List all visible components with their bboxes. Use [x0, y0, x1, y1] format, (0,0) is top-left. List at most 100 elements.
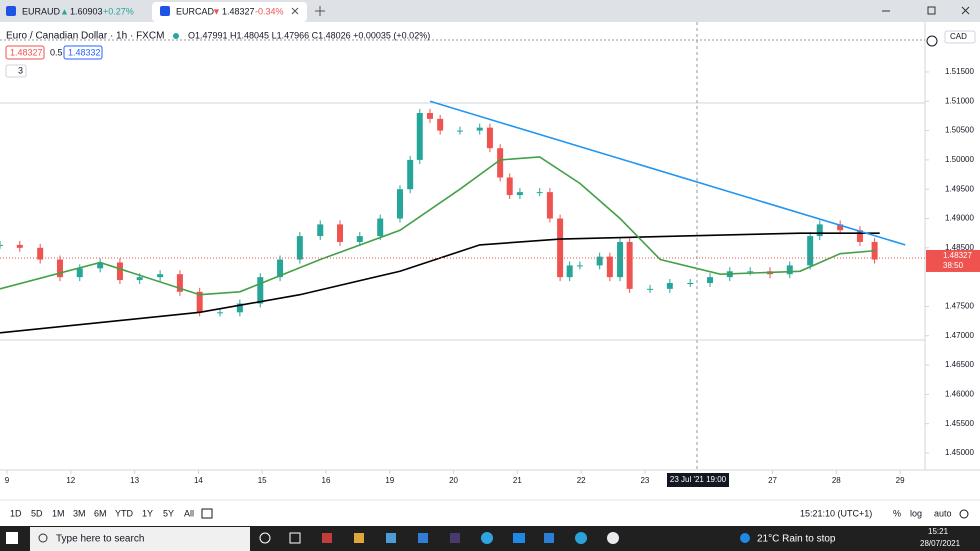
add-icon[interactable]	[926, 35, 938, 47]
app-icon[interactable]	[289, 532, 301, 544]
candle	[687, 283, 694, 284]
app-icon[interactable]	[481, 532, 493, 544]
status-dot	[173, 33, 179, 39]
candle	[217, 312, 224, 314]
range-buttons: 1D 5D 1M 3M 6M YTD 1Y 5Y All	[10, 508, 194, 518]
indicator-line	[429, 100, 906, 246]
candle	[506, 177, 513, 196]
crosshair-label-box	[667, 473, 729, 487]
app-icon[interactable]	[259, 532, 271, 544]
y-tick-label: 1.46000	[945, 389, 974, 398]
sell-box[interactable]	[5, 45, 45, 60]
last-price-box	[926, 249, 980, 272]
currency: CAD	[950, 32, 967, 41]
y-tick-label: 1.46500	[945, 360, 974, 369]
close-icon[interactable]	[291, 7, 299, 15]
tab[interactable]	[0, 2, 152, 22]
indicator-toggle[interactable]	[5, 64, 27, 78]
search-placeholder: Type here to search	[56, 534, 144, 545]
new-tab[interactable]	[315, 6, 325, 16]
range-button[interactable]: 3M	[73, 508, 86, 518]
candle	[136, 277, 143, 281]
candle	[76, 268, 83, 278]
info-icon	[740, 533, 750, 543]
maximize[interactable]	[927, 6, 936, 15]
candle	[456, 130, 463, 132]
candle	[476, 127, 483, 131]
app-icon[interactable]	[513, 533, 525, 543]
currency-box[interactable]	[944, 30, 976, 44]
candle	[56, 259, 63, 278]
indicator-count: 3	[18, 65, 23, 75]
crosshair-label: 23 Jul '21 19:00	[670, 475, 727, 484]
range-button[interactable]: 5D	[31, 508, 43, 518]
date-range-icon[interactable]	[201, 508, 213, 519]
y-tick-label: 1.47000	[945, 331, 974, 340]
taskbar-apps	[259, 532, 619, 544]
y-tick-label: 1.50000	[945, 155, 974, 164]
x-tick-label: 22	[577, 476, 586, 485]
x-tick-label: 12	[66, 476, 75, 485]
app-icon[interactable]	[354, 533, 364, 543]
buy-box[interactable]	[63, 45, 103, 60]
candle	[407, 159, 414, 190]
y-tick-label: 1.45500	[945, 419, 974, 428]
app-icon[interactable]	[575, 532, 587, 544]
y-tick-label: 1.49000	[945, 214, 974, 223]
candle	[647, 288, 654, 290]
y-tick-label: 1.51500	[945, 67, 974, 76]
candle	[16, 244, 23, 248]
favicon	[160, 6, 170, 16]
favicon	[6, 6, 16, 16]
settings-icon[interactable]	[959, 509, 969, 519]
percent-toggle[interactable]: %	[893, 508, 901, 518]
candle	[277, 259, 284, 278]
app-icon[interactable]	[607, 532, 619, 544]
y-tick-label: 1.50500	[945, 126, 974, 135]
x-tick-label: 23	[640, 476, 649, 485]
close-window[interactable]	[961, 6, 970, 15]
app-icon[interactable]	[418, 533, 428, 543]
search-box[interactable]	[30, 527, 250, 551]
app-icon[interactable]	[450, 533, 460, 543]
tab-active[interactable]	[152, 2, 307, 22]
candle	[707, 277, 714, 283]
tab-symbol: EURAUD	[22, 6, 61, 16]
candle	[546, 192, 553, 219]
x-tick-label: 13	[130, 476, 139, 485]
auto-toggle[interactable]: auto	[934, 508, 952, 518]
range-button[interactable]: 1D	[10, 508, 22, 518]
tab-arrow: ▲	[60, 6, 69, 16]
range-button[interactable]: All	[184, 508, 194, 518]
candle	[37, 247, 44, 260]
candle	[856, 230, 863, 242]
candle	[296, 236, 303, 260]
candle	[807, 236, 814, 266]
tab-price: 1.48327	[222, 6, 255, 16]
app-icon[interactable]	[322, 533, 332, 543]
app-icon[interactable]	[544, 533, 554, 543]
symbol-title: Euro / Canadian Dollar · 1h · FXCM	[6, 31, 164, 42]
last-price: 1.48327	[943, 251, 972, 260]
chart-area	[0, 22, 980, 500]
tab-change: +0.27%	[103, 6, 134, 16]
candle	[196, 291, 203, 313]
candle	[606, 256, 613, 278]
candle	[426, 113, 433, 119]
app-icon[interactable]	[386, 533, 396, 543]
y-tick-label: 1.51000	[945, 96, 974, 105]
x-tick-label: 14	[194, 476, 203, 485]
range-button[interactable]: 1Y	[142, 508, 153, 518]
x-tick-label: 9	[5, 476, 10, 485]
x-tick-label: 28	[832, 476, 841, 485]
tray-date: 28/07/2021	[920, 539, 961, 548]
range-button[interactable]: 5Y	[163, 508, 174, 518]
y-tick-label: 1.49500	[945, 184, 974, 193]
range-button[interactable]: YTD	[115, 508, 134, 518]
range-button[interactable]: 1M	[52, 508, 65, 518]
toolbar	[0, 500, 980, 526]
spread: 0.5	[50, 47, 63, 57]
range-button[interactable]: 6M	[94, 508, 107, 518]
start-button[interactable]	[6, 532, 18, 544]
log-toggle[interactable]: log	[910, 508, 922, 518]
